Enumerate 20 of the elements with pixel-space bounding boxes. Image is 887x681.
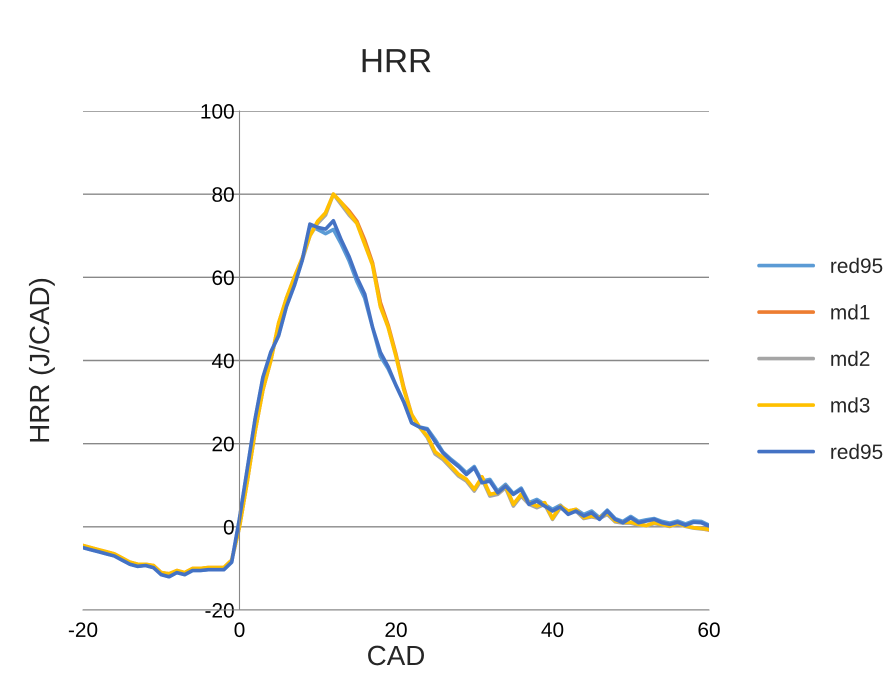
legend-label: red95 <box>831 258 882 274</box>
x-tick-label: 40 <box>541 622 564 638</box>
legend-label: red95 <box>831 444 882 460</box>
legend-label: md2 <box>831 350 870 366</box>
chart-title: HRR <box>362 49 431 72</box>
x-axis-title: CAD <box>368 646 424 666</box>
y-axis-title: HRR (J/CAD) <box>28 278 55 442</box>
x-tick-label: 20 <box>385 622 407 638</box>
y-tick-label: 60 <box>212 270 234 286</box>
legend-label: md1 <box>831 304 870 320</box>
x-tick-label: 60 <box>698 622 720 638</box>
x-tick-label: -20 <box>68 622 98 638</box>
legend-label: md3 <box>831 397 870 413</box>
y-tick-label: 100 <box>201 104 234 119</box>
y-tick-label: 40 <box>212 354 234 368</box>
y-tick-label: 20 <box>212 436 234 452</box>
x-tick-label: 0 <box>234 622 244 638</box>
y-tick-label: -20 <box>205 603 234 618</box>
y-tick-label: 80 <box>212 187 234 202</box>
y-tick-label: 0 <box>224 520 234 535</box>
